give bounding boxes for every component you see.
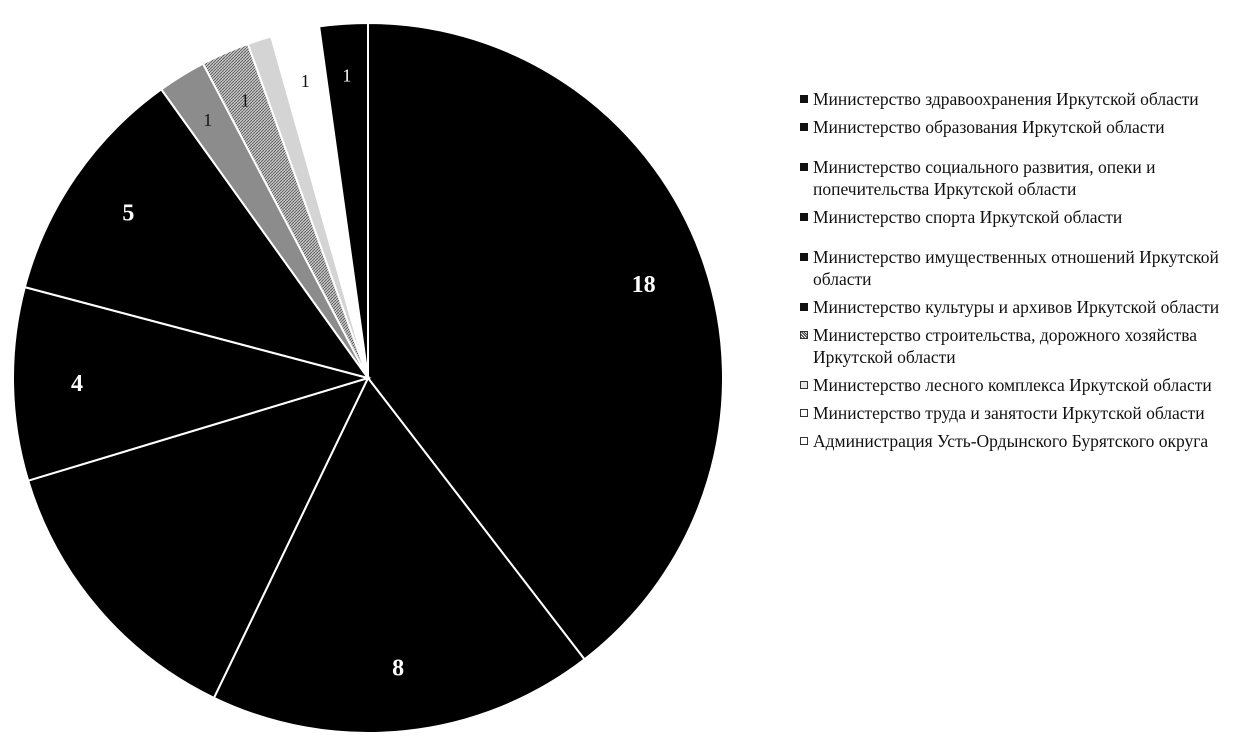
data-label-2: 8 <box>392 656 404 682</box>
pie-outline <box>12 22 724 734</box>
data-label-1: 18 <box>632 272 656 298</box>
legend-swatch <box>800 253 808 261</box>
legend-swatch <box>800 163 808 171</box>
data-label-7: 1 <box>241 91 250 111</box>
legend-swatch <box>800 331 808 339</box>
data-label-9: 1 <box>301 71 310 91</box>
legend-label: Администрация Усть-Ордынского Бурятского… <box>813 431 1209 451</box>
legend-swatch <box>800 123 808 131</box>
legend-item: Администрация Усть-Ордынского Бурятского… <box>800 430 1240 452</box>
legend-label: Министерство культуры и архивов Иркутско… <box>813 297 1220 317</box>
legend-label: Министерство строительства, дорожного хо… <box>813 325 1198 367</box>
legend-label: Министерство здравоохранения Иркутской о… <box>813 89 1199 109</box>
legend-item: Министерство труда и занятости Иркутской… <box>800 402 1240 424</box>
legend-item: Министерство спорта Иркутской области <box>800 206 1240 228</box>
legend-label: Министерство имущественных отношений Ирк… <box>813 247 1219 289</box>
chart-legend: Министерство здравоохранения Иркутской о… <box>800 88 1240 452</box>
legend-label: Министерство лесного комплекса Иркутской… <box>813 375 1212 395</box>
legend-item: Министерство культуры и архивов Иркутско… <box>800 296 1240 318</box>
legend-item: Министерство лесного комплекса Иркутской… <box>800 374 1240 396</box>
data-label-5: 5 <box>122 201 134 227</box>
legend-label: Министерство образования Иркутской облас… <box>813 117 1165 137</box>
legend-swatch <box>800 213 808 221</box>
legend-item: Министерство социального развития, опеки… <box>800 156 1240 200</box>
legend-swatch <box>800 381 808 389</box>
legend-label: Министерство труда и занятости Иркутской… <box>813 403 1205 423</box>
legend-label: Министерство спорта Иркутской области <box>813 207 1123 227</box>
data-label-6: 1 <box>203 110 212 130</box>
legend-item: Министерство здравоохранения Иркутской о… <box>800 88 1240 110</box>
legend-item: Министерство образования Иркутской облас… <box>800 116 1240 138</box>
data-label-10: 1 <box>342 65 351 85</box>
legend-swatch <box>800 437 808 445</box>
legend-label: Министерство социального развития, опеки… <box>813 157 1156 199</box>
data-label-4: 4 <box>71 371 83 397</box>
legend-swatch <box>800 303 808 311</box>
legend-swatch <box>800 95 808 103</box>
pie-chart: 18 8 4 5 1 1 1 1 <box>12 21 724 734</box>
legend-item: Министерство строительства, дорожного хо… <box>800 324 1240 368</box>
pie-chart-svg: 18 8 4 5 1 1 1 1 <box>12 21 724 734</box>
legend-swatch <box>800 409 808 417</box>
legend-item: Министерство имущественных отношений Ирк… <box>800 246 1240 290</box>
